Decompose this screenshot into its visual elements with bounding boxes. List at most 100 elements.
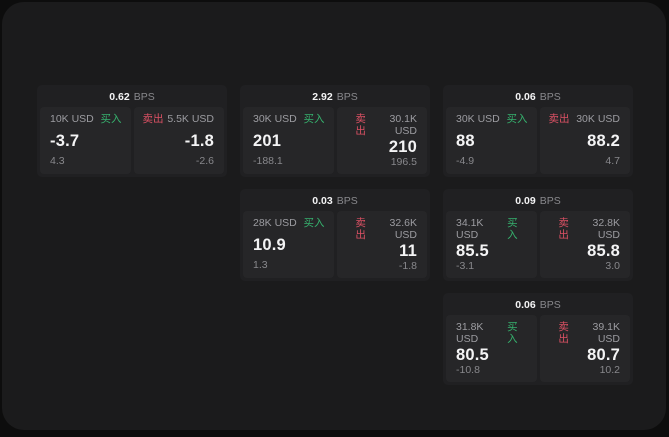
sell-price: 85.8 [587, 241, 620, 260]
buy-panel[interactable]: 10K USD 买入 -3.7 4.3 [40, 107, 131, 174]
buy-sell-tiles: 10K USD 买入 -3.7 4.3 卖出 5.5K USD -1.8 -2.… [40, 107, 224, 174]
buy-notional-size: 30K USD [253, 113, 297, 125]
buy-label: 买入 [507, 217, 518, 241]
bps-header: 0.09 BPS [446, 192, 630, 211]
quote-card-grid: 0.62 BPS 10K USD 买入 -3.7 4.3 卖出 5.5K USD… [37, 85, 633, 385]
buy-sell-tiles: 31.8K USD 买入 80.5 -10.8 卖出 39.1K USD 80.… [446, 315, 630, 382]
sell-change: 196.5 [390, 155, 417, 168]
buy-price: 85.5 [456, 241, 489, 260]
buy-label: 买入 [100, 113, 122, 125]
buy-label: 买入 [506, 113, 528, 125]
buy-panel-header: 10K USD 买入 [50, 113, 122, 126]
sell-panel[interactable]: 卖出 32.6K USD 11 -1.8 [336, 211, 427, 278]
sell-panel[interactable]: 卖出 5.5K USD -1.8 -2.6 [133, 107, 224, 174]
bps-value: 0.09 [515, 195, 536, 208]
buy-sell-tiles: 28K USD 买入 10.9 1.3 卖出 32.6K USD 11 -1.8 [243, 211, 427, 278]
buy-panel-header: 34.1K USD 买入 [456, 217, 528, 241]
buy-change: -188.1 [253, 155, 283, 168]
sell-notional-size: 30K USD [576, 113, 620, 125]
buy-panel[interactable]: 30K USD 买入 88 -4.9 [446, 107, 537, 174]
sell-panel-header: 卖出 39.1K USD [549, 321, 620, 345]
sell-notional-size: 39.1K USD [592, 321, 620, 345]
sell-panel-header: 卖出 32.6K USD [346, 217, 417, 241]
bps-value: 0.03 [312, 195, 333, 208]
buy-sell-tiles: 30K USD 买入 88 -4.9 卖出 30K USD 88.2 4.7 [446, 107, 630, 174]
bps-value: 0.06 [515, 91, 536, 104]
quote-card: 0.03 BPS 28K USD 买入 10.9 1.3 卖出 32.6K US… [240, 189, 430, 281]
sell-notional-size: 32.6K USD [389, 217, 417, 241]
buy-change: -3.1 [456, 259, 475, 272]
bps-unit-label: BPS [539, 299, 561, 312]
bps-unit-label: BPS [539, 91, 561, 104]
app-surface: 0.62 BPS 10K USD 买入 -3.7 4.3 卖出 5.5K USD… [2, 2, 666, 430]
buy-price: 10.9 [253, 235, 286, 254]
sell-panel-header: 卖出 30.1K USD [346, 113, 417, 137]
sell-price: 210 [388, 137, 417, 156]
buy-label: 买入 [303, 113, 325, 125]
buy-sell-tiles: 30K USD 买入 201 -188.1 卖出 30.1K USD 210 1… [243, 107, 427, 174]
buy-panel-header: 30K USD 买入 [456, 113, 528, 126]
buy-label: 买入 [507, 321, 518, 345]
buy-panel[interactable]: 28K USD 买入 10.9 1.3 [243, 211, 334, 278]
buy-notional-size: 34.1K USD [456, 217, 484, 241]
sell-price: 11 [399, 241, 417, 260]
bps-header: 0.03 BPS [243, 192, 427, 211]
sell-notional-size: 32.8K USD [592, 217, 620, 241]
buy-price: 201 [253, 131, 282, 150]
bps-value: 0.62 [109, 91, 130, 104]
sell-price: 88.2 [587, 131, 620, 150]
sell-change: 4.7 [605, 155, 620, 168]
bps-unit-label: BPS [336, 195, 358, 208]
sell-change: -1.8 [398, 259, 417, 272]
buy-price: 88 [456, 131, 475, 150]
bps-value: 2.92 [312, 91, 333, 104]
buy-notional-size: 31.8K USD [456, 321, 484, 345]
sell-panel[interactable]: 卖出 30K USD 88.2 4.7 [539, 107, 630, 174]
sell-label: 卖出 [355, 113, 366, 137]
quote-card: 0.06 BPS 30K USD 买入 88 -4.9 卖出 30K USD 8… [443, 85, 633, 177]
bps-header: 0.06 BPS [446, 88, 630, 107]
buy-price: 80.5 [456, 345, 489, 364]
buy-panel-header: 31.8K USD 买入 [456, 321, 528, 345]
sell-label: 卖出 [355, 217, 366, 241]
sell-change: -2.6 [195, 155, 214, 168]
buy-price: -3.7 [50, 131, 80, 150]
bps-header: 0.06 BPS [446, 296, 630, 315]
sell-panel[interactable]: 卖出 32.8K USD 85.8 3.0 [539, 211, 630, 278]
buy-notional-size: 28K USD [253, 217, 297, 229]
buy-sell-tiles: 34.1K USD 买入 85.5 -3.1 卖出 32.8K USD 85.8… [446, 211, 630, 278]
bps-header: 0.62 BPS [40, 88, 224, 107]
sell-panel-header: 卖出 32.8K USD [549, 217, 620, 241]
buy-panel[interactable]: 34.1K USD 买入 85.5 -3.1 [446, 211, 537, 278]
sell-panel[interactable]: 卖出 30.1K USD 210 196.5 [336, 107, 427, 174]
buy-change: 4.3 [50, 155, 65, 168]
buy-change: -10.8 [456, 363, 480, 376]
sell-label: 卖出 [558, 321, 569, 345]
bps-unit-label: BPS [336, 91, 358, 104]
sell-panel-header: 卖出 5.5K USD [143, 113, 215, 126]
buy-panel[interactable]: 31.8K USD 买入 80.5 -10.8 [446, 315, 537, 382]
quote-card: 0.62 BPS 10K USD 买入 -3.7 4.3 卖出 5.5K USD… [37, 85, 227, 177]
buy-label: 买入 [303, 217, 325, 229]
quote-card: 2.92 BPS 30K USD 买入 201 -188.1 卖出 30.1K … [240, 85, 430, 177]
sell-price: -1.8 [184, 131, 214, 150]
bps-unit-label: BPS [133, 91, 155, 104]
bps-value: 0.06 [515, 299, 536, 312]
sell-label: 卖出 [548, 113, 570, 125]
sell-panel-header: 卖出 30K USD [548, 113, 621, 126]
sell-notional-size: 5.5K USD [167, 113, 214, 125]
quote-card: 0.06 BPS 31.8K USD 买入 80.5 -10.8 卖出 39.1… [443, 293, 633, 385]
sell-label: 卖出 [558, 217, 569, 241]
buy-panel-header: 28K USD 买入 [253, 217, 325, 230]
bps-unit-label: BPS [539, 195, 561, 208]
sell-change: 3.0 [605, 259, 620, 272]
quote-card: 0.09 BPS 34.1K USD 买入 85.5 -3.1 卖出 32.8K… [443, 189, 633, 281]
buy-notional-size: 10K USD [50, 113, 94, 125]
sell-change: 10.2 [599, 363, 620, 376]
buy-panel[interactable]: 30K USD 买入 201 -188.1 [243, 107, 334, 174]
buy-panel-header: 30K USD 买入 [253, 113, 325, 126]
sell-panel[interactable]: 卖出 39.1K USD 80.7 10.2 [539, 315, 630, 382]
sell-notional-size: 30.1K USD [389, 113, 417, 137]
buy-notional-size: 30K USD [456, 113, 500, 125]
sell-price: 80.7 [587, 345, 620, 364]
